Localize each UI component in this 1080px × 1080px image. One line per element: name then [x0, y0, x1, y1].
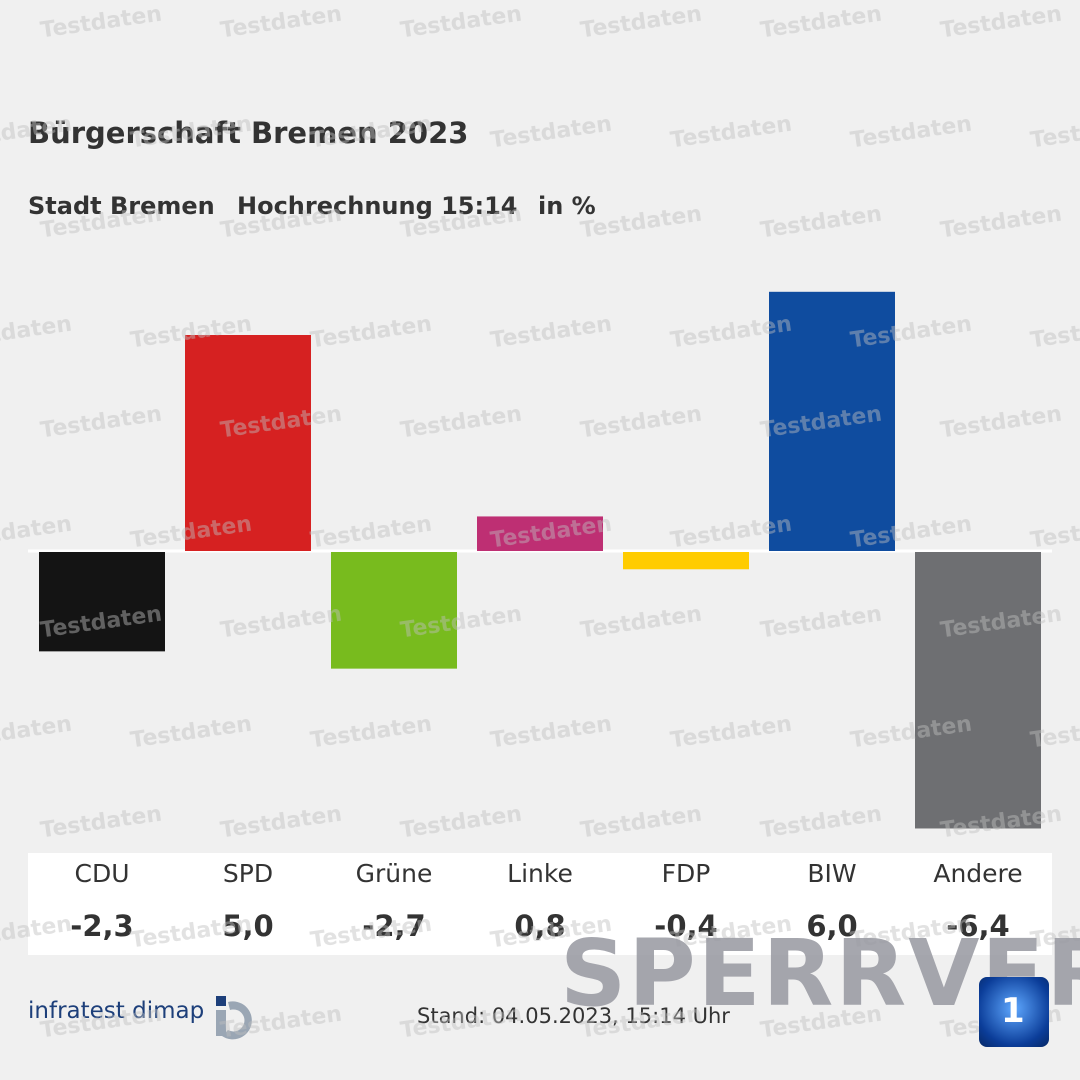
- chart-title: Bürgerschaft Bremen 2023: [28, 116, 469, 150]
- bar-andere: [915, 552, 1041, 829]
- bar-grüne: [331, 552, 457, 669]
- party-label: SPD: [222, 859, 274, 888]
- status-label: Hochrechnung 15:14: [237, 192, 518, 220]
- bar-chart: [28, 291, 1052, 829]
- value-label: 5,0: [222, 909, 274, 943]
- value-label: -0,4: [654, 909, 718, 943]
- tagesschau-logo-icon: 1: [979, 977, 1049, 1047]
- bar-biw: [769, 291, 895, 551]
- value-label: 6,0: [806, 909, 858, 943]
- value-label: -2,3: [70, 909, 134, 943]
- region-label: Stadt Bremen: [28, 192, 215, 220]
- bar-spd: [185, 335, 311, 551]
- infratest-dimap-logo: infratest dimap: [28, 998, 205, 1024]
- party-label: FDP: [661, 859, 711, 888]
- value-label: 0,8: [514, 909, 566, 943]
- bar-linke: [477, 516, 603, 551]
- party-value-table: CDU -2,3 SPD 5,0 Grüne -2,7 Linke 0,8 FDP -0,4 BIW…: [28, 853, 1052, 955]
- party-label: Grüne: [355, 859, 433, 888]
- bar-cdu: [39, 552, 165, 652]
- party-label: CDU: [74, 859, 130, 888]
- party-label: Linke: [507, 859, 573, 888]
- timestamp: Stand: 04.05.2023, 15:14 Uhr: [417, 1004, 730, 1028]
- infratest-logo-icon: [216, 996, 252, 1040]
- value-label: -6,4: [946, 909, 1010, 943]
- unit-label: in %: [538, 192, 596, 220]
- party-label: BIW: [807, 859, 857, 888]
- bar-fdp: [623, 552, 749, 570]
- party-label: Andere: [933, 859, 1023, 888]
- value-label: -2,7: [362, 909, 426, 943]
